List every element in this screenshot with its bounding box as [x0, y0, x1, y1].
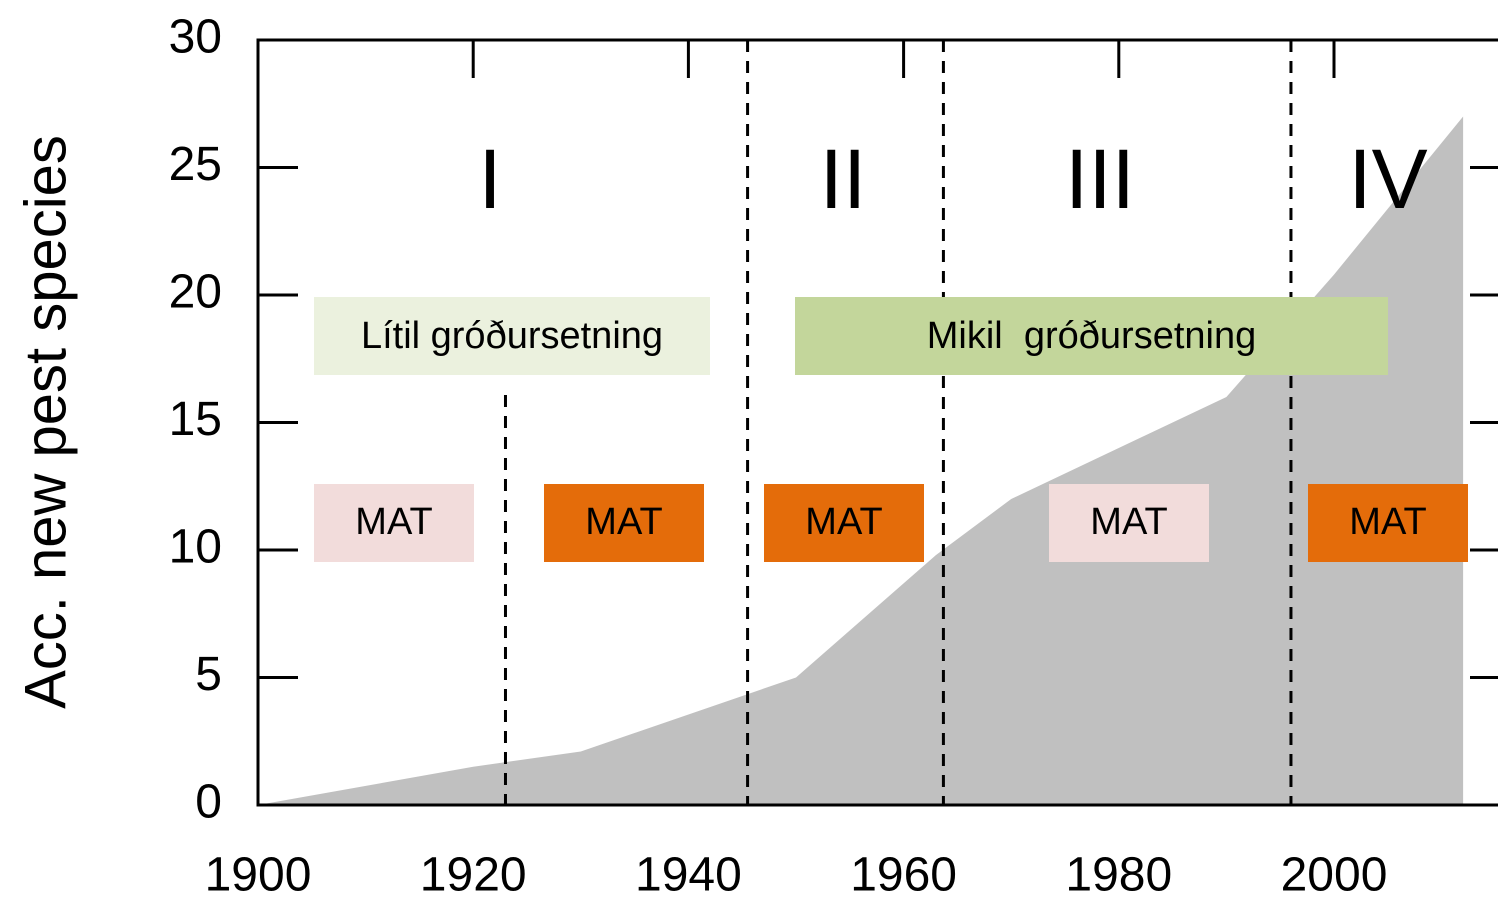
assessment-box	[764, 484, 924, 562]
x-tick-label: 1980	[1065, 849, 1172, 902]
y-tick-label: 20	[169, 266, 222, 319]
x-tick-label: 1940	[635, 849, 742, 902]
x-tick-label: 1920	[420, 849, 527, 902]
period-label: III	[1065, 132, 1135, 226]
planting-box	[795, 297, 1388, 375]
area	[258, 116, 1464, 805]
assessment-label: MAT	[1349, 501, 1426, 543]
y-tick-label: 10	[169, 521, 222, 574]
y-tick-label: 15	[169, 393, 222, 446]
assessment-label: MAT	[585, 501, 662, 543]
period-label: I	[478, 132, 501, 226]
planting-box	[314, 297, 710, 375]
x-tick-label: 1960	[850, 849, 957, 902]
x-tick-label: 2000	[1281, 849, 1388, 902]
y-tick-label: 25	[169, 138, 222, 191]
y-tick-label: 0	[195, 776, 222, 829]
assessment-label: MAT	[355, 501, 432, 543]
planting-label: Mikil gróðursetning	[927, 315, 1256, 357]
assessment-box	[544, 484, 704, 562]
assessment-box	[1049, 484, 1209, 562]
assessment-box	[314, 484, 474, 562]
period-label: IV	[1348, 132, 1427, 226]
assessment-label: MAT	[1090, 501, 1167, 543]
y-tick-label: 5	[195, 648, 222, 701]
assessment-label: MAT	[805, 501, 882, 543]
planting-label: Lítil gróðursetning	[361, 315, 663, 357]
assessment-box	[1308, 484, 1468, 562]
period-label: II	[820, 132, 867, 226]
x-tick-label: 1900	[205, 849, 312, 902]
y-axis-label: Acc. new pest species	[13, 135, 78, 709]
y-tick-label: 30	[169, 11, 222, 64]
